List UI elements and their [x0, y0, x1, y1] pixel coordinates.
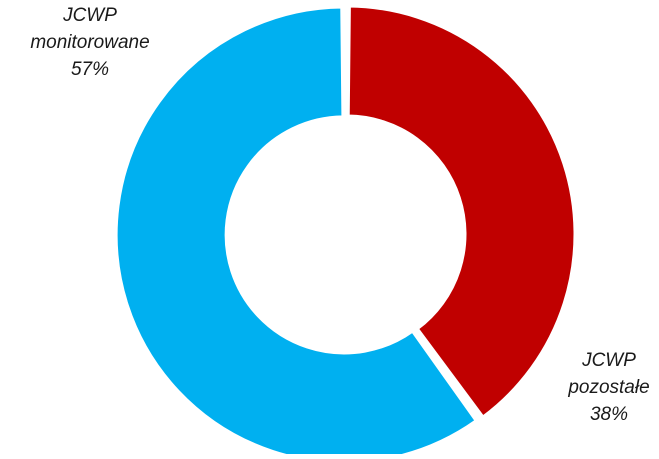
- slice-label-pozostale-line2: pozostałe: [568, 377, 650, 398]
- slice-label-pozostale-line1: JCWP: [582, 350, 636, 371]
- slice-label-pozostale-value: 38%: [589, 404, 629, 425]
- slice-label-monitorowane-value: 57%: [70, 59, 110, 80]
- slice-label-monitorowane: JCWP monitorowane 57%: [0, 2, 180, 83]
- slice-label-pozostale: JCWP pozostałe 38%: [559, 347, 659, 428]
- slice-label-monitorowane-line2: monitorowane: [30, 32, 150, 53]
- donut-slice-monitorowane: [114, 5, 479, 459]
- donut-slice-pozostale: [346, 4, 577, 420]
- slice-label-monitorowane-line1: JCWP: [63, 5, 117, 26]
